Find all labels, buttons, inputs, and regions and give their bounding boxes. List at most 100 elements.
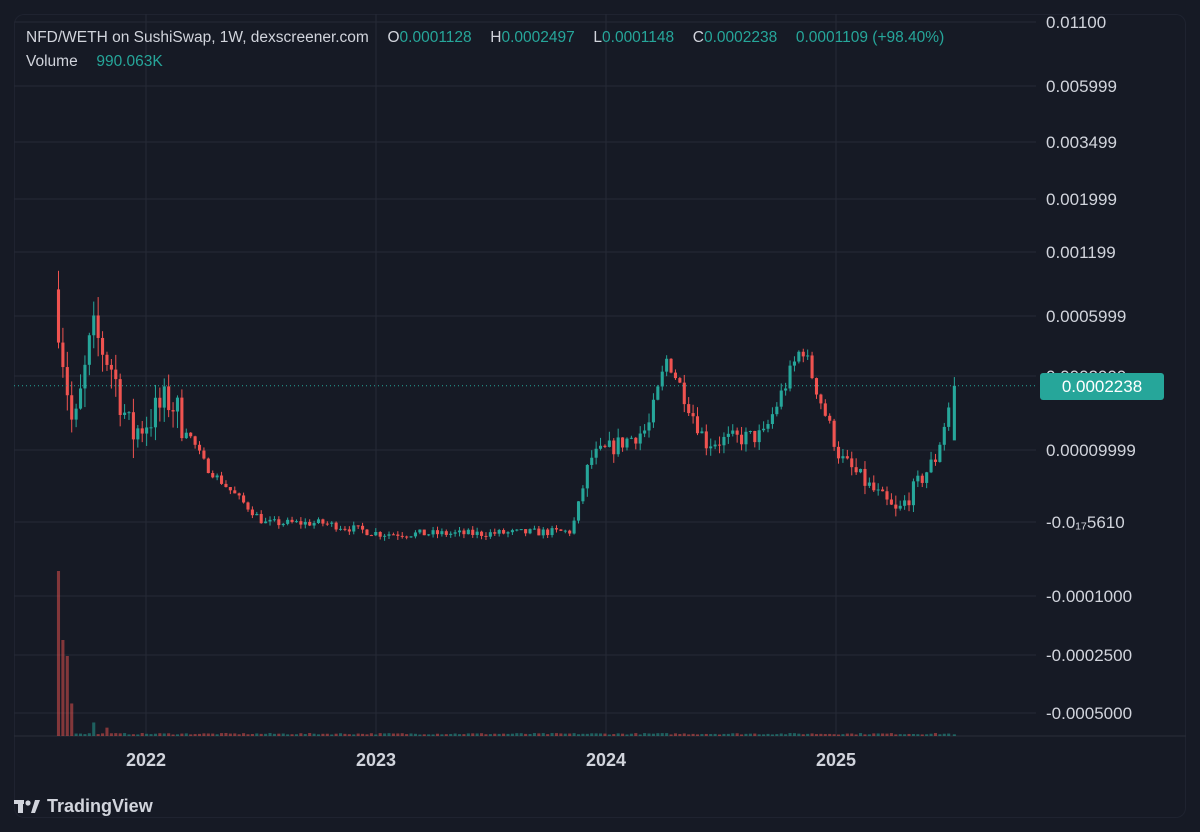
candle-body-59 xyxy=(316,519,321,524)
volume-bar-138 xyxy=(665,733,669,736)
candle-body-121 xyxy=(590,457,594,465)
volume-bar-155 xyxy=(740,734,744,736)
candle-body-167 xyxy=(792,361,796,366)
volume-bar-25 xyxy=(167,733,171,736)
candle-body-137 xyxy=(660,371,664,387)
candle-body-76 xyxy=(391,534,395,536)
candle-body-192 xyxy=(903,500,907,506)
candle-body-161 xyxy=(766,424,770,429)
candle-body-117 xyxy=(572,520,576,534)
volume-bar-21 xyxy=(149,734,153,736)
volume-bar-51 xyxy=(281,733,285,736)
candle-body-46 xyxy=(259,513,263,524)
candle-body-125 xyxy=(607,440,611,447)
legend-row-price: NFD/WETH on SushiSwap, 1W, dexscreener.c… xyxy=(26,26,944,50)
candle-body-203 xyxy=(952,385,956,441)
volume-bar-47 xyxy=(264,733,268,736)
candle-body-7 xyxy=(87,335,91,365)
candle-body-145 xyxy=(695,416,700,434)
volume-bar-19 xyxy=(140,733,144,736)
volume-bar-53 xyxy=(290,734,294,736)
volume-bar-174 xyxy=(823,734,827,736)
candle-body-9 xyxy=(96,315,100,338)
candle-body-122 xyxy=(594,448,598,458)
candle-body-173 xyxy=(819,394,823,404)
volume-bar-28 xyxy=(180,733,184,736)
candle-body-189 xyxy=(889,499,893,505)
chart-container[interactable]: 0.01100 0.005999 0.003499 0.001999 0.001199 0… xyxy=(14,14,1186,818)
candle-body-141 xyxy=(678,378,682,383)
candle-body-42 xyxy=(242,495,246,503)
candle-body-182 xyxy=(859,468,863,473)
volume-bar-164 xyxy=(779,733,783,736)
tradingview-brand[interactable]: TradingView xyxy=(14,794,153,818)
volume-bar-13 xyxy=(114,733,118,736)
volume-bar-154 xyxy=(735,733,739,736)
candle-body-112 xyxy=(550,528,554,536)
volume-bar-4 xyxy=(74,733,78,736)
candle-body-24 xyxy=(162,386,166,408)
volume-bar-33 xyxy=(202,733,206,736)
candle-body-30 xyxy=(189,432,193,437)
candle-body-109 xyxy=(537,528,541,536)
candle-body-60 xyxy=(321,519,325,524)
candle-body-194 xyxy=(911,481,915,506)
candle-body-57 xyxy=(308,521,312,526)
volume-bar-66 xyxy=(347,734,351,736)
x-tick-label-2: 2024 xyxy=(586,750,626,770)
volume-bar-75 xyxy=(387,733,391,736)
candle-body-82 xyxy=(418,529,422,533)
volume-bar-101 xyxy=(502,733,506,736)
volume-bar-150 xyxy=(717,734,722,736)
candle-body-165 xyxy=(784,388,788,391)
volume-bar-10 xyxy=(101,733,105,736)
volume-bar-16 xyxy=(127,734,131,736)
volume-bar-202 xyxy=(947,733,951,736)
candle-body-74 xyxy=(383,535,387,537)
open-value: 0.0001128 xyxy=(399,29,472,46)
candle-body-69 xyxy=(361,525,365,530)
y-tick-label-11: -0.0005000 xyxy=(1046,704,1132,723)
volume-bar-1 xyxy=(61,640,65,736)
volume-bar-90 xyxy=(453,733,457,736)
volume-bar-62 xyxy=(330,734,334,736)
candle-body-123 xyxy=(599,445,603,449)
candle-body-151 xyxy=(722,436,726,446)
candle-body-97 xyxy=(484,535,488,537)
volume-bar-203 xyxy=(952,734,956,736)
volume-bar-84 xyxy=(427,734,431,736)
candle-body-146 xyxy=(700,431,704,434)
volume-bar-83 xyxy=(422,734,426,736)
volume-bar-178 xyxy=(841,734,845,736)
volume-bar-56 xyxy=(303,733,307,736)
candle-body-4 xyxy=(74,408,78,420)
candle-body-105 xyxy=(519,529,523,531)
candle-body-102 xyxy=(506,532,510,534)
volume-bar-196 xyxy=(920,734,924,736)
close-value: 0.0002238 xyxy=(703,29,778,46)
volume-bar-81 xyxy=(413,733,417,736)
candle-body-10 xyxy=(101,337,105,355)
candle-body-45 xyxy=(255,513,259,516)
volume-bar-141 xyxy=(678,733,682,736)
volume-bar-24 xyxy=(162,733,166,736)
volume-bar-41 xyxy=(237,734,241,736)
candle-body-72 xyxy=(374,531,378,536)
legend-row-volume: Volume 990.063K xyxy=(26,50,944,74)
candle-body-104 xyxy=(515,529,519,531)
volume-bar-133 xyxy=(643,733,647,736)
volume-bar-89 xyxy=(449,733,453,736)
volume-bar-106 xyxy=(524,733,528,736)
volume-bar-173 xyxy=(819,733,823,736)
candle-body-5 xyxy=(78,388,83,409)
candlestick-chart[interactable]: 0.01100 0.005999 0.003499 0.001999 0.001199 0… xyxy=(14,14,1186,818)
volume-bar-63 xyxy=(334,733,338,736)
volume-bar-78 xyxy=(400,733,404,736)
candle-body-66 xyxy=(347,529,351,532)
volume-bar-166 xyxy=(788,733,792,736)
volume-bar-96 xyxy=(480,733,484,736)
candle-body-100 xyxy=(497,530,501,534)
candle-body-79 xyxy=(405,536,409,538)
candle-body-29 xyxy=(184,432,188,439)
volume-bar-135 xyxy=(651,733,655,736)
